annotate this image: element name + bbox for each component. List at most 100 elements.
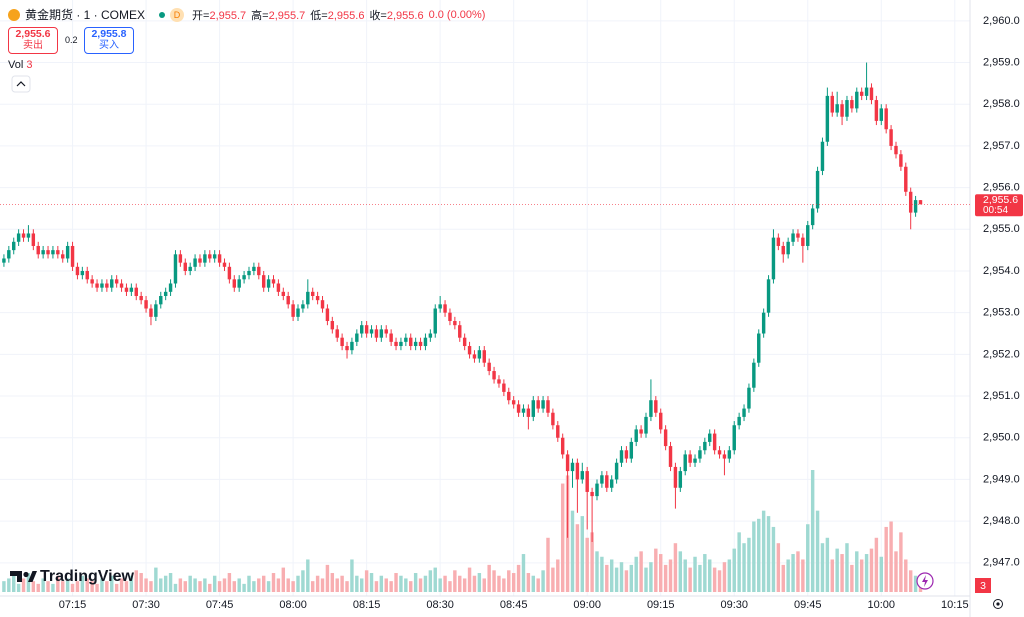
candle-body xyxy=(232,279,237,288)
volume-bar xyxy=(624,570,629,592)
y-tick-label: 2,951.0 xyxy=(983,390,1020,402)
volume-bar xyxy=(163,575,168,592)
y-tick-label: 2,957.0 xyxy=(983,140,1020,152)
volume-bar xyxy=(36,583,40,592)
candle-body xyxy=(698,450,702,459)
series xyxy=(2,62,923,592)
volume-bar xyxy=(614,567,619,592)
volume-bar xyxy=(286,578,290,592)
interval-badge: D xyxy=(170,7,185,22)
volume-bar xyxy=(242,583,246,592)
candle-body xyxy=(159,296,163,305)
volume-bar xyxy=(649,562,653,592)
y-tick-label: 2,954.0 xyxy=(983,265,1020,277)
logo: TradingView xyxy=(10,568,135,585)
candle-body xyxy=(781,245,785,255)
volume-bar xyxy=(301,570,305,592)
volume-bar xyxy=(139,573,143,592)
lightning-icon xyxy=(922,575,928,587)
candle-body xyxy=(845,100,849,117)
volume-bar xyxy=(899,532,903,592)
candle-body xyxy=(722,454,727,459)
candle-body xyxy=(374,329,379,338)
y-tick-label: 2,955.0 xyxy=(983,223,1020,235)
volume-bar xyxy=(492,570,496,592)
candle-body xyxy=(26,233,31,238)
volume-bar xyxy=(2,581,6,592)
volume-bar xyxy=(629,564,634,592)
volume-bar xyxy=(796,551,800,592)
volume-bar xyxy=(511,573,516,592)
candle-body xyxy=(154,304,158,317)
volume-bar xyxy=(761,510,766,592)
volume-bar xyxy=(423,575,428,592)
volume-bar xyxy=(855,551,859,592)
volume-bar xyxy=(654,548,658,592)
candle-body xyxy=(134,287,138,296)
volume-value-box xyxy=(975,578,991,593)
candle-body xyxy=(663,429,668,447)
volume-bar xyxy=(541,570,545,592)
candle-body xyxy=(212,254,217,259)
volume-bar xyxy=(16,583,21,592)
volume-bar xyxy=(12,575,16,592)
volume-bar xyxy=(320,578,325,592)
volume-bar xyxy=(369,573,374,592)
buy-button[interactable]: 2,955.8 买入 xyxy=(84,27,134,54)
volume-bar xyxy=(266,581,271,592)
candle-body xyxy=(409,337,413,347)
candle-body xyxy=(497,379,501,384)
candle-body xyxy=(222,262,227,267)
volume-bar xyxy=(727,559,732,592)
volume-bar xyxy=(874,537,879,592)
volume-bar xyxy=(502,578,506,592)
settings-button[interactable] xyxy=(993,599,1003,609)
candle-body xyxy=(634,429,638,442)
collapse-button[interactable] xyxy=(11,75,31,93)
candle-body xyxy=(688,454,692,463)
volume-bar xyxy=(472,575,477,592)
volume-bar xyxy=(46,581,50,592)
volume-bar xyxy=(448,581,452,592)
candle-body xyxy=(560,437,565,455)
volume-bar xyxy=(717,570,722,592)
candle-body xyxy=(605,475,609,488)
volume-bar xyxy=(443,575,447,592)
volume-bar xyxy=(418,578,423,592)
candle-body xyxy=(894,145,898,155)
sell-button[interactable]: 2,955.6 卖出 xyxy=(8,27,58,54)
x-tick-label: 07:30 xyxy=(132,599,160,611)
volume-bar xyxy=(100,578,104,592)
volume-bar xyxy=(26,573,31,592)
settings-icon xyxy=(996,602,1000,606)
candle-body xyxy=(413,341,418,347)
candle-body xyxy=(908,191,913,213)
candle-body xyxy=(2,258,6,263)
volume-bar xyxy=(859,559,864,592)
candle-body xyxy=(703,441,707,451)
volume-bar xyxy=(134,570,138,592)
volume-bar xyxy=(217,581,222,592)
candle-body xyxy=(639,429,643,434)
candle-body xyxy=(198,258,202,263)
volume-bar xyxy=(114,583,119,592)
candle-body xyxy=(168,283,173,292)
volume-bar xyxy=(183,581,187,592)
x-tick-label: 08:30 xyxy=(426,599,454,611)
candle-body xyxy=(95,283,99,288)
candle-body xyxy=(139,296,143,301)
volume-bar xyxy=(889,521,893,592)
candle-body xyxy=(771,237,776,280)
candle-body xyxy=(467,346,472,355)
candle-body xyxy=(737,416,741,426)
volume-bar xyxy=(693,556,697,592)
volume-bar xyxy=(659,554,663,592)
candle-body xyxy=(624,450,629,459)
candle-body xyxy=(585,471,589,492)
candle-body xyxy=(487,362,491,372)
candle-body xyxy=(12,241,16,251)
buy-price: 2,955.8 xyxy=(91,28,127,40)
volume-bar xyxy=(252,581,256,592)
volume-bar xyxy=(722,562,727,592)
volume-bar xyxy=(732,548,736,592)
